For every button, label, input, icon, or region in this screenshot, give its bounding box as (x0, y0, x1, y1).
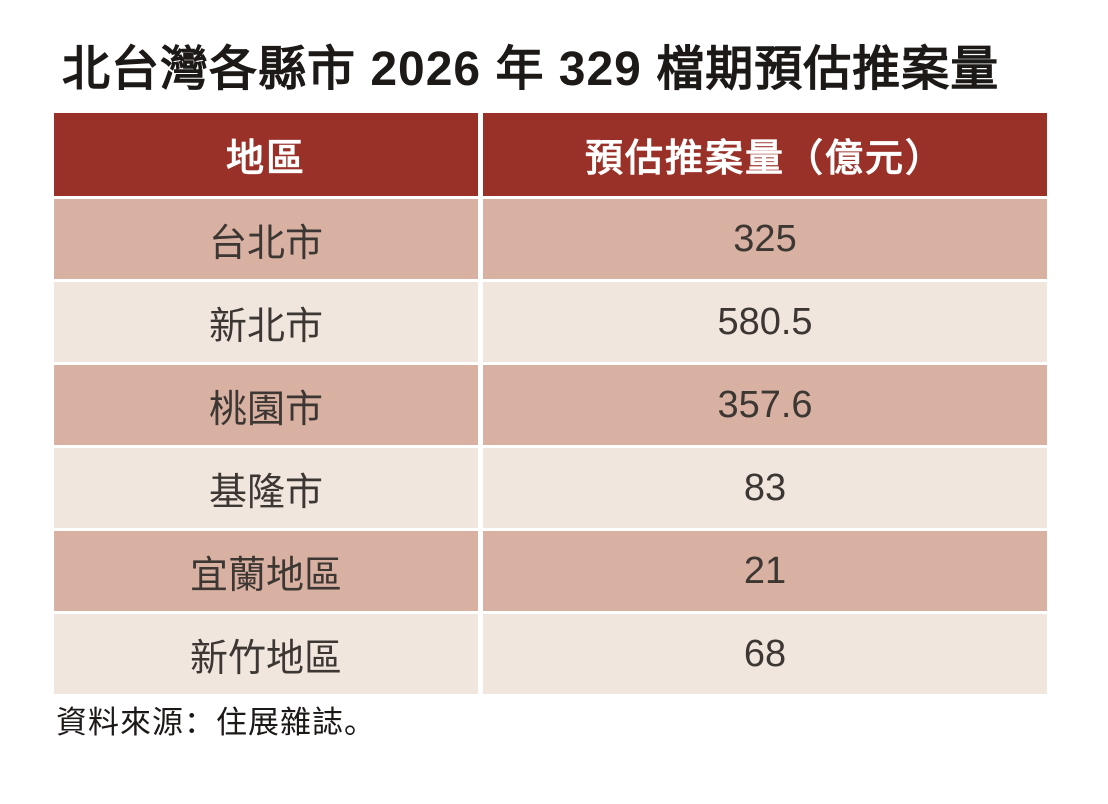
table-row: 桃園市 357.6 (54, 365, 1047, 445)
value-cell: 83 (483, 448, 1047, 528)
value-cell: 325 (483, 199, 1047, 279)
region-cell: 新竹地區 (54, 614, 478, 694)
region-cell: 台北市 (54, 199, 478, 279)
region-cell: 宜蘭地區 (54, 531, 478, 611)
table-row: 新北市 580.5 (54, 282, 1047, 362)
table-row: 台北市 325 (54, 199, 1047, 279)
table-row: 基隆市 83 (54, 448, 1047, 528)
region-cell: 新北市 (54, 282, 478, 362)
value-cell: 580.5 (483, 282, 1047, 362)
table-row: 新竹地區 68 (54, 614, 1047, 694)
data-table: 地區 預估推案量（億元） 台北市 325 新北市 580.5 桃園市 357.6… (54, 113, 1047, 694)
value-cell: 21 (483, 531, 1047, 611)
value-cell: 68 (483, 614, 1047, 694)
source-note: 資料來源：住展雜誌。 (56, 705, 376, 740)
page-title: 北台灣各縣市 2026 年 329 檔期預估推案量 (62, 43, 1000, 96)
table-header-row: 地區 預估推案量（億元） (54, 113, 1047, 196)
column-header-region: 地區 (54, 113, 478, 196)
table-row: 宜蘭地區 21 (54, 531, 1047, 611)
region-cell: 基隆市 (54, 448, 478, 528)
value-cell: 357.6 (483, 365, 1047, 445)
column-header-value: 預估推案量（億元） (483, 113, 1047, 196)
region-cell: 桃園市 (54, 365, 478, 445)
